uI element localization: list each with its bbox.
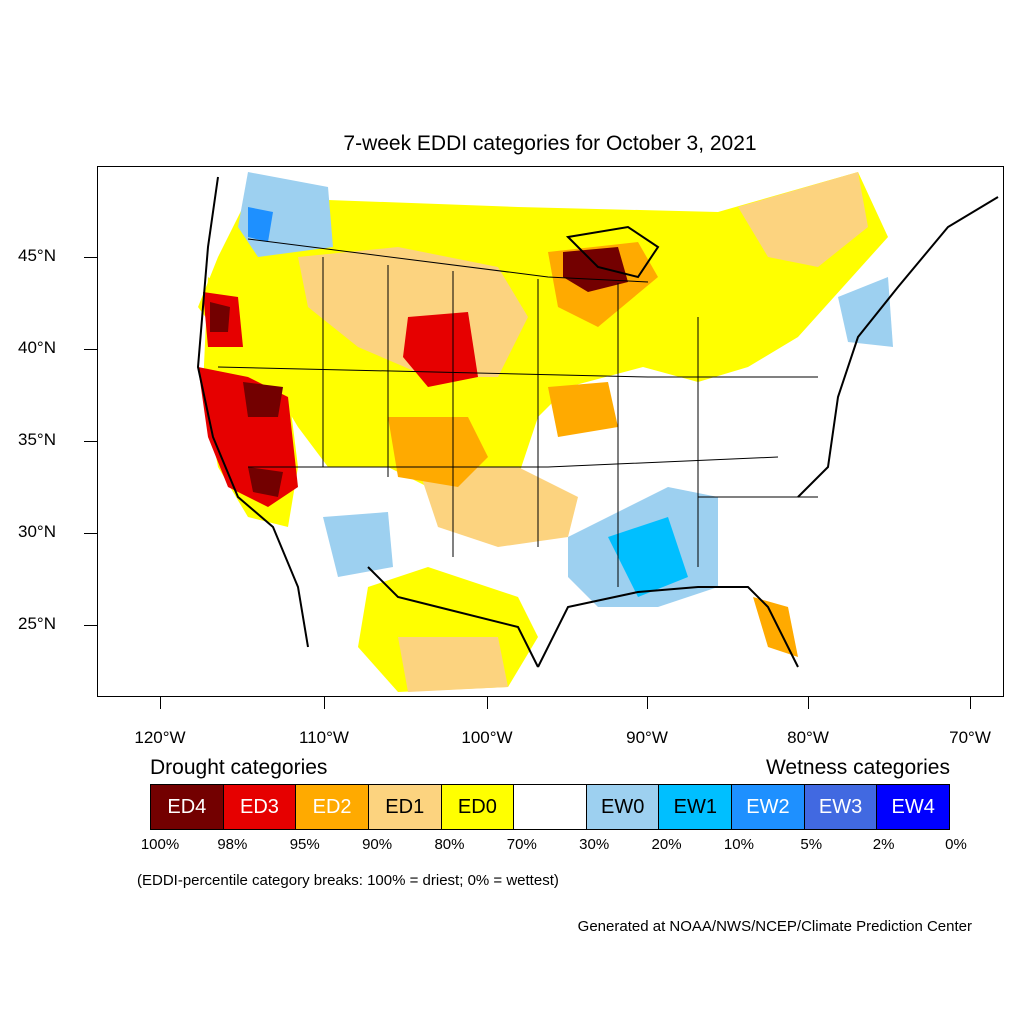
ed2-region-colorado bbox=[388, 417, 488, 487]
ed2-region-florida bbox=[753, 597, 798, 657]
boundary-lines bbox=[217, 238, 818, 587]
lat-label-35: 35°N bbox=[18, 430, 56, 449]
ed1-region-mexico bbox=[398, 637, 508, 692]
ed4-region-nevada bbox=[243, 382, 283, 417]
percentile-break-label: 5% bbox=[800, 836, 823, 853]
ew-region-northeast bbox=[838, 277, 893, 347]
lon-label-70: 70°W bbox=[949, 728, 991, 747]
legend-swatch-ew2: EW2 bbox=[732, 785, 805, 829]
coastline bbox=[196, 176, 999, 668]
legend-swatch-ed1: ED1 bbox=[368, 785, 442, 829]
lat-tick bbox=[84, 533, 97, 534]
drought-heading: Drought categories bbox=[150, 756, 328, 779]
ed2-region-arkansas bbox=[548, 382, 618, 437]
lon-label-120: 120°W bbox=[134, 728, 186, 747]
percentile-break-label: 100% bbox=[140, 836, 180, 853]
lat-tick bbox=[84, 257, 97, 258]
ew-region-southwest bbox=[323, 512, 393, 577]
lon-tick bbox=[324, 697, 325, 709]
ed3-region-plains bbox=[403, 312, 478, 387]
ed4-region-minnesota bbox=[563, 247, 628, 292]
ew-region-pacific-northwest-core bbox=[248, 207, 273, 242]
map-title: 7-week EDDI categories for October 3, 20… bbox=[343, 132, 757, 155]
lon-label-110: 110°W bbox=[299, 728, 349, 747]
legend-swatch-neutral bbox=[514, 785, 587, 829]
lat-tick bbox=[84, 625, 97, 626]
percentile-break-label: 90% bbox=[362, 836, 393, 853]
map-panel bbox=[97, 166, 1004, 697]
percentile-break-label: 98% bbox=[217, 836, 248, 853]
lat-label-45: 45°N bbox=[18, 246, 56, 265]
legend-swatch-ew1: EW1 bbox=[659, 785, 733, 829]
lat-label-40: 40°N bbox=[18, 338, 56, 357]
lon-tick bbox=[487, 697, 488, 709]
category-legend: ED4 ED3 ED2 ED1 ED0 EW0 EW1 EW2 EW3 EW4 bbox=[150, 784, 950, 830]
percentile-break-label: 2% bbox=[872, 836, 895, 853]
lat-label-30: 30°N bbox=[18, 522, 56, 541]
lat-tick bbox=[84, 441, 97, 442]
lat-tick bbox=[84, 349, 97, 350]
percentile-break-label: 20% bbox=[651, 836, 682, 853]
lon-tick bbox=[160, 697, 161, 709]
lat-label-25: 25°N bbox=[18, 614, 56, 633]
lon-tick bbox=[647, 697, 648, 709]
legend-swatch-ed3: ED3 bbox=[223, 785, 297, 829]
legend-swatch-ew4: EW4 bbox=[877, 785, 950, 829]
wetness-heading: Wetness categories bbox=[765, 756, 950, 779]
ed4-region-arizona bbox=[248, 467, 283, 497]
percentile-break-label: 70% bbox=[506, 836, 537, 853]
eddi-map bbox=[196, 172, 999, 692]
legend-swatch-ew3: EW3 bbox=[804, 785, 878, 829]
percentile-break-label: 10% bbox=[723, 836, 754, 853]
legend-swatch-ed0: ED0 bbox=[441, 785, 515, 829]
lon-tick bbox=[808, 697, 809, 709]
legend-swatch-ew0: EW0 bbox=[586, 785, 660, 829]
percentile-break-label: 80% bbox=[434, 836, 465, 853]
legend-swatch-ed2: ED2 bbox=[296, 785, 369, 829]
ed4-region-oregon bbox=[210, 302, 230, 332]
lon-label-100: 100°W bbox=[461, 728, 513, 747]
lon-label-90: 90°W bbox=[626, 728, 668, 747]
percentile-break-label: 30% bbox=[579, 836, 610, 853]
legend-swatch-ed4: ED4 bbox=[151, 785, 224, 829]
percentile-break-label: 0% bbox=[945, 836, 967, 853]
ew-region-southeast-core bbox=[608, 517, 688, 597]
lon-label-80: 80°W bbox=[787, 728, 829, 747]
percentile-break-label: 95% bbox=[289, 836, 320, 853]
ed1-region-canada bbox=[738, 172, 868, 267]
credit-text: Generated at NOAA/NWS/NCEP/Climate Predi… bbox=[577, 918, 972, 935]
lon-tick bbox=[970, 697, 971, 709]
category-note: (EDDI-percentile category breaks: 100% =… bbox=[137, 872, 559, 889]
